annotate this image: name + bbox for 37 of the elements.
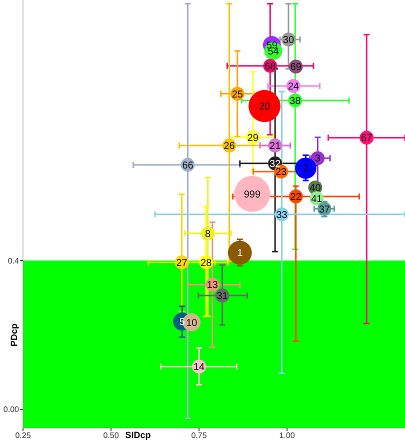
- series-label: 68: [264, 61, 276, 72]
- series-label: 2: [302, 164, 309, 175]
- series-label: 14: [193, 362, 206, 374]
- series-label: 40: [310, 183, 322, 194]
- series-label: 37: [318, 204, 330, 216]
- series-label: 27: [176, 258, 188, 269]
- series-label: 21: [270, 141, 282, 152]
- series-label: 22: [290, 192, 302, 204]
- series-label: 31: [216, 291, 228, 302]
- series-label: 67: [361, 133, 373, 144]
- y-tick-label: 0.00: [3, 405, 20, 414]
- x-tick-label: 0.50: [103, 431, 120, 440]
- series-label: 38: [290, 96, 302, 107]
- series-label: 1: [237, 248, 244, 260]
- series-label: 24: [288, 81, 300, 92]
- y-tick-label: 0.4: [8, 256, 20, 266]
- x-axis-title: SIDcp: [125, 430, 152, 440]
- series-label: 13: [206, 280, 218, 292]
- x-tick-label: 0.75: [191, 431, 208, 440]
- series-label: 41: [311, 194, 323, 205]
- series-label: 999: [244, 189, 261, 200]
- series-label: 8: [205, 228, 212, 240]
- series-label: 30: [282, 34, 294, 46]
- y-axis-title: PDcp: [9, 323, 19, 347]
- series-label: 26: [224, 141, 236, 152]
- x-tick-label: 1.00: [279, 431, 296, 440]
- x-tick-label: 0.25: [15, 431, 32, 440]
- series-label: 20: [258, 102, 271, 113]
- series-label: 25: [232, 89, 244, 100]
- series-label: 28: [200, 258, 212, 269]
- series-label: 3: [314, 154, 321, 165]
- series-label: 10: [186, 318, 198, 329]
- series-label: 33: [276, 210, 288, 221]
- series-label: 23: [276, 167, 288, 178]
- series-label: 66: [182, 160, 194, 172]
- series-label: 29: [247, 132, 259, 144]
- series-label: 69: [290, 62, 302, 74]
